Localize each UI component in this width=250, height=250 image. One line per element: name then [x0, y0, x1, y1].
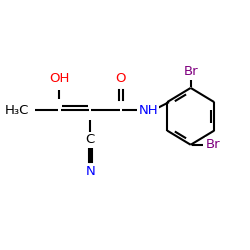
Text: Br: Br: [184, 65, 198, 78]
Text: N: N: [85, 166, 95, 178]
Text: Br: Br: [206, 138, 221, 151]
Text: NH: NH: [138, 104, 158, 117]
Text: O: O: [116, 72, 126, 85]
Text: OH: OH: [49, 72, 70, 85]
Text: C: C: [86, 133, 95, 146]
Text: H₃C: H₃C: [4, 104, 29, 117]
